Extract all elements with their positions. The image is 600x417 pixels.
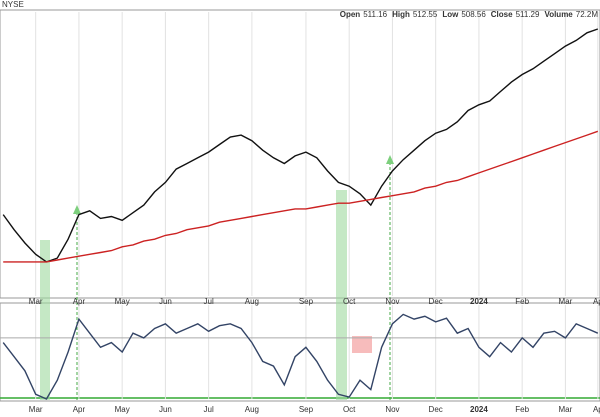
- x-tick-label: Aug: [245, 405, 259, 414]
- x-tick-label: Nov: [385, 297, 399, 306]
- x-tick-label: Apr: [73, 297, 86, 306]
- oscillator-panel: [0, 302, 600, 402]
- highlight: [336, 190, 347, 400]
- x-tick-label: Jun: [159, 297, 172, 306]
- quote-value: 511.16: [363, 10, 387, 19]
- exchange: NYSE: [2, 0, 24, 9]
- x-tick-label: Jul: [204, 297, 214, 306]
- x-tick-label: 2024: [470, 297, 488, 306]
- quote-value: 511.29: [516, 10, 540, 19]
- x-tick-label: Ap: [593, 297, 600, 306]
- x-tick-label: Feb: [515, 297, 529, 306]
- arrow-head: [386, 155, 394, 164]
- x-tick-label: 2024: [470, 405, 488, 414]
- quote: Open 511.16 High 512.55 Low 508.56 Close 511.29…: [340, 10, 599, 19]
- x-tick-label: Mar: [29, 405, 43, 414]
- x-tick-label: Jun: [159, 405, 172, 414]
- x-tick-label: May: [115, 297, 130, 306]
- quote-label: High: [392, 10, 410, 19]
- quote-label: Close: [491, 10, 513, 19]
- x-tick-label: Oct: [343, 405, 356, 414]
- x-tick-label: Ap: [593, 405, 600, 414]
- x-tick-label: Apr: [73, 405, 86, 414]
- x-tick-label: Mar: [559, 297, 573, 306]
- quote-label: Volume: [544, 10, 573, 19]
- x-tick-label: Nov: [385, 405, 399, 414]
- x-tick-label: Mar: [559, 405, 573, 414]
- x-tick-label: Dec: [429, 405, 443, 414]
- x-tick-label: Feb: [515, 405, 529, 414]
- x-tick-label: Aug: [245, 297, 259, 306]
- quote-label: Open: [340, 10, 361, 19]
- x-tick-label: Oct: [343, 297, 356, 306]
- x-tick-label: Sep: [299, 297, 314, 306]
- x-tick-label: Dec: [429, 297, 443, 306]
- annotations: [40, 155, 394, 400]
- highlight: [352, 336, 372, 353]
- highlight: [40, 240, 50, 400]
- quote-value: 508.56: [461, 10, 486, 19]
- quote-value: 512.55: [413, 10, 438, 19]
- x-tick-label: Jul: [204, 405, 214, 414]
- series-line: [3, 130, 599, 263]
- x-tick-label: Mar: [29, 297, 43, 306]
- x-tick-label: May: [115, 405, 130, 414]
- quote-value: 72.2M: [576, 10, 599, 19]
- price-panel: [0, 9, 600, 299]
- series-line: [2, 313, 599, 400]
- arrow-head: [73, 205, 81, 214]
- quote-label: Low: [442, 10, 459, 19]
- series-line: [2, 28, 599, 263]
- x-tick-label: Sep: [299, 405, 314, 414]
